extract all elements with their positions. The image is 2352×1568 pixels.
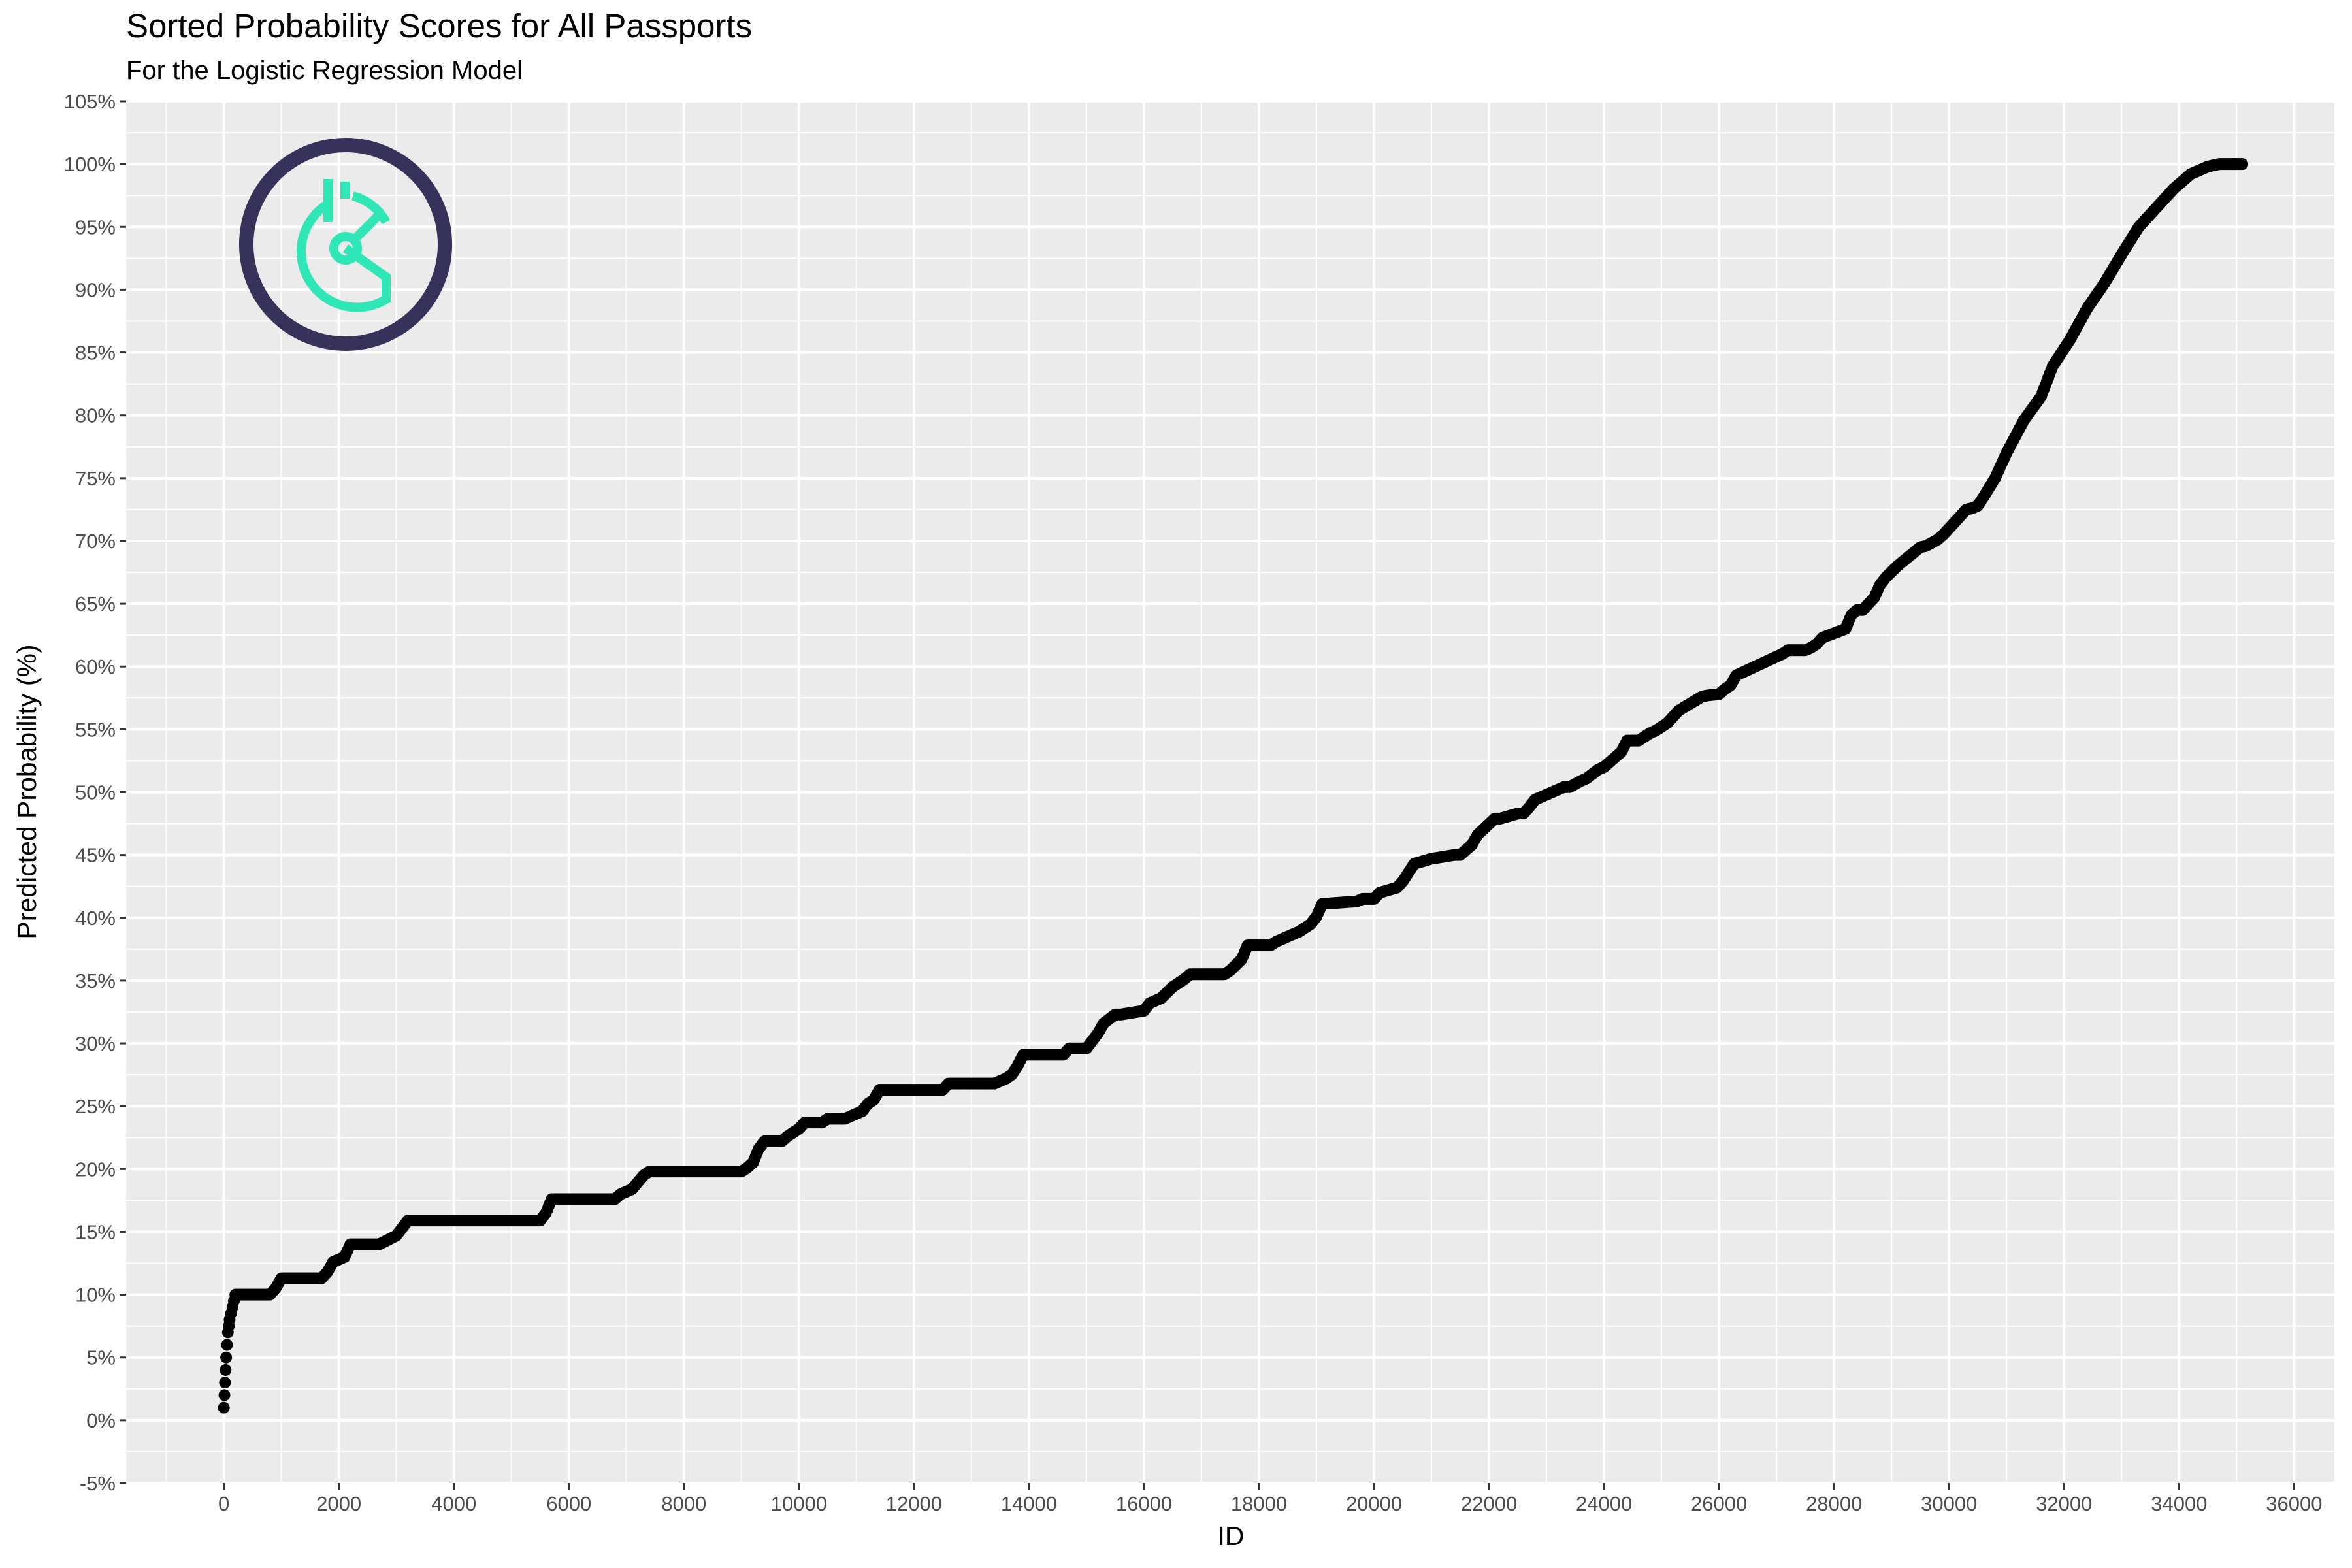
passport-gauge-logo — [239, 138, 452, 351]
x-tick-label: 12000 — [886, 1492, 942, 1515]
y-tick-label: 100% — [64, 153, 116, 176]
data-point — [2236, 158, 2249, 171]
y-tick-label: 85% — [75, 342, 116, 365]
y-tick-label: 95% — [75, 216, 116, 238]
x-tick-label: 34000 — [2151, 1492, 2207, 1515]
y-tick-label: 105% — [64, 90, 116, 113]
x-tick-label: 30000 — [1921, 1492, 1977, 1515]
y-tick-label: 45% — [75, 844, 116, 867]
gauge-icon — [297, 179, 391, 312]
data-point — [220, 1351, 233, 1364]
chart-subtitle: For the Logistic Regression Model — [126, 56, 523, 85]
chart-title: Sorted Probability Scores for All Passpo… — [126, 7, 753, 44]
data-points — [218, 158, 2249, 1414]
y-tick-label: 75% — [75, 467, 116, 490]
y-tick-label: 90% — [75, 278, 116, 301]
x-tick-label: 0 — [218, 1492, 229, 1515]
y-tick-label: 65% — [75, 593, 116, 615]
data-point — [219, 1377, 231, 1389]
x-tick-label: 10000 — [771, 1492, 827, 1515]
y-tick-label: 60% — [75, 655, 116, 678]
x-tick-label: 4000 — [431, 1492, 476, 1515]
y-tick-label: 40% — [75, 907, 116, 930]
y-tick-label: 35% — [75, 970, 116, 992]
x-tick-label: 18000 — [1231, 1492, 1287, 1515]
y-tick-label: 5% — [86, 1347, 116, 1369]
logo-ring — [239, 138, 452, 351]
x-tick-label: 16000 — [1116, 1492, 1172, 1515]
y-axis: -5% 0% 5% 10% 15% 20% 25% 30% 35% 40% 45% 50% 55% 60%… — [64, 90, 126, 1495]
x-axis-title: ID — [1218, 1521, 1245, 1551]
x-tick-label: 26000 — [1691, 1492, 1747, 1515]
x-tick-label: 28000 — [1806, 1492, 1862, 1515]
data-point — [220, 1364, 232, 1376]
x-tick-label: 22000 — [1461, 1492, 1517, 1515]
y-tick-label: 70% — [75, 530, 116, 553]
x-tick-label: 2000 — [316, 1492, 361, 1515]
data-point — [218, 1389, 231, 1401]
data-point — [218, 1401, 230, 1414]
y-axis-title: Predicted Probability (%) — [12, 644, 42, 939]
x-tick-label: 6000 — [546, 1492, 591, 1515]
y-tick-label: 0% — [86, 1409, 116, 1432]
y-tick-label: 80% — [75, 404, 116, 427]
x-tick-label: 32000 — [2036, 1492, 2092, 1515]
y-tick-label: 55% — [75, 718, 116, 741]
x-tick-label: 36000 — [2266, 1492, 2322, 1515]
x-tick-label: 8000 — [661, 1492, 706, 1515]
y-tick-label: 20% — [75, 1158, 116, 1181]
x-tick-label: 24000 — [1576, 1492, 1632, 1515]
y-tick-label: 15% — [75, 1220, 116, 1243]
y-tick-label: 25% — [75, 1095, 116, 1118]
y-tick-label: 50% — [75, 781, 116, 804]
major-gridlines — [126, 100, 2334, 1484]
y-tick-label: 10% — [75, 1284, 116, 1307]
data-point — [221, 1339, 233, 1351]
x-tick-label: 20000 — [1346, 1492, 1402, 1515]
y-tick-label: 30% — [75, 1032, 116, 1055]
x-tick-label: 14000 — [1001, 1492, 1057, 1515]
x-axis: 0 2000 4000 6000 8000 10000 12000 14000 16000 180… — [218, 1483, 2322, 1515]
y-tick-label: -5% — [80, 1472, 116, 1495]
